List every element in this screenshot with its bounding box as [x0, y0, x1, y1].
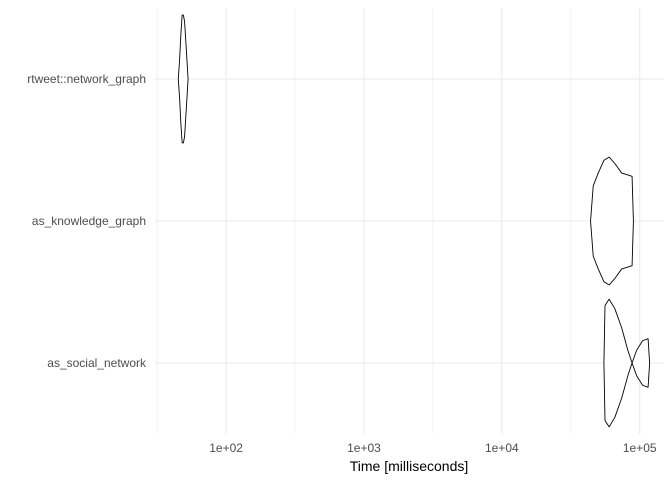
x-tick-labels: 1e+02 1e+03 1e+04 1e+05 [209, 441, 657, 455]
y-tick-labels: rtweet::network_graphas_knowledge_grapha… [27, 72, 147, 370]
y-tick-label: as_knowledge_graph [32, 214, 146, 228]
violin-rtweet-network-graph [177, 14, 189, 144]
x-tick-label: 1e+03 [347, 441, 381, 455]
y-tick-label: rtweet::network_graph [27, 72, 146, 86]
x-tick-label: 1e+05 [623, 441, 657, 455]
violin-as-knowledge-graph [590, 156, 634, 286]
y-tick-label: as_social_network [47, 356, 147, 370]
x-tick-label: 1e+04 [485, 441, 519, 455]
violin-layer [177, 14, 651, 428]
grid-lines [154, 8, 664, 434]
violin-as-social-network [603, 298, 651, 428]
x-tick-label: 1e+02 [209, 441, 243, 455]
x-axis-title: Time [milliseconds] [350, 458, 469, 474]
